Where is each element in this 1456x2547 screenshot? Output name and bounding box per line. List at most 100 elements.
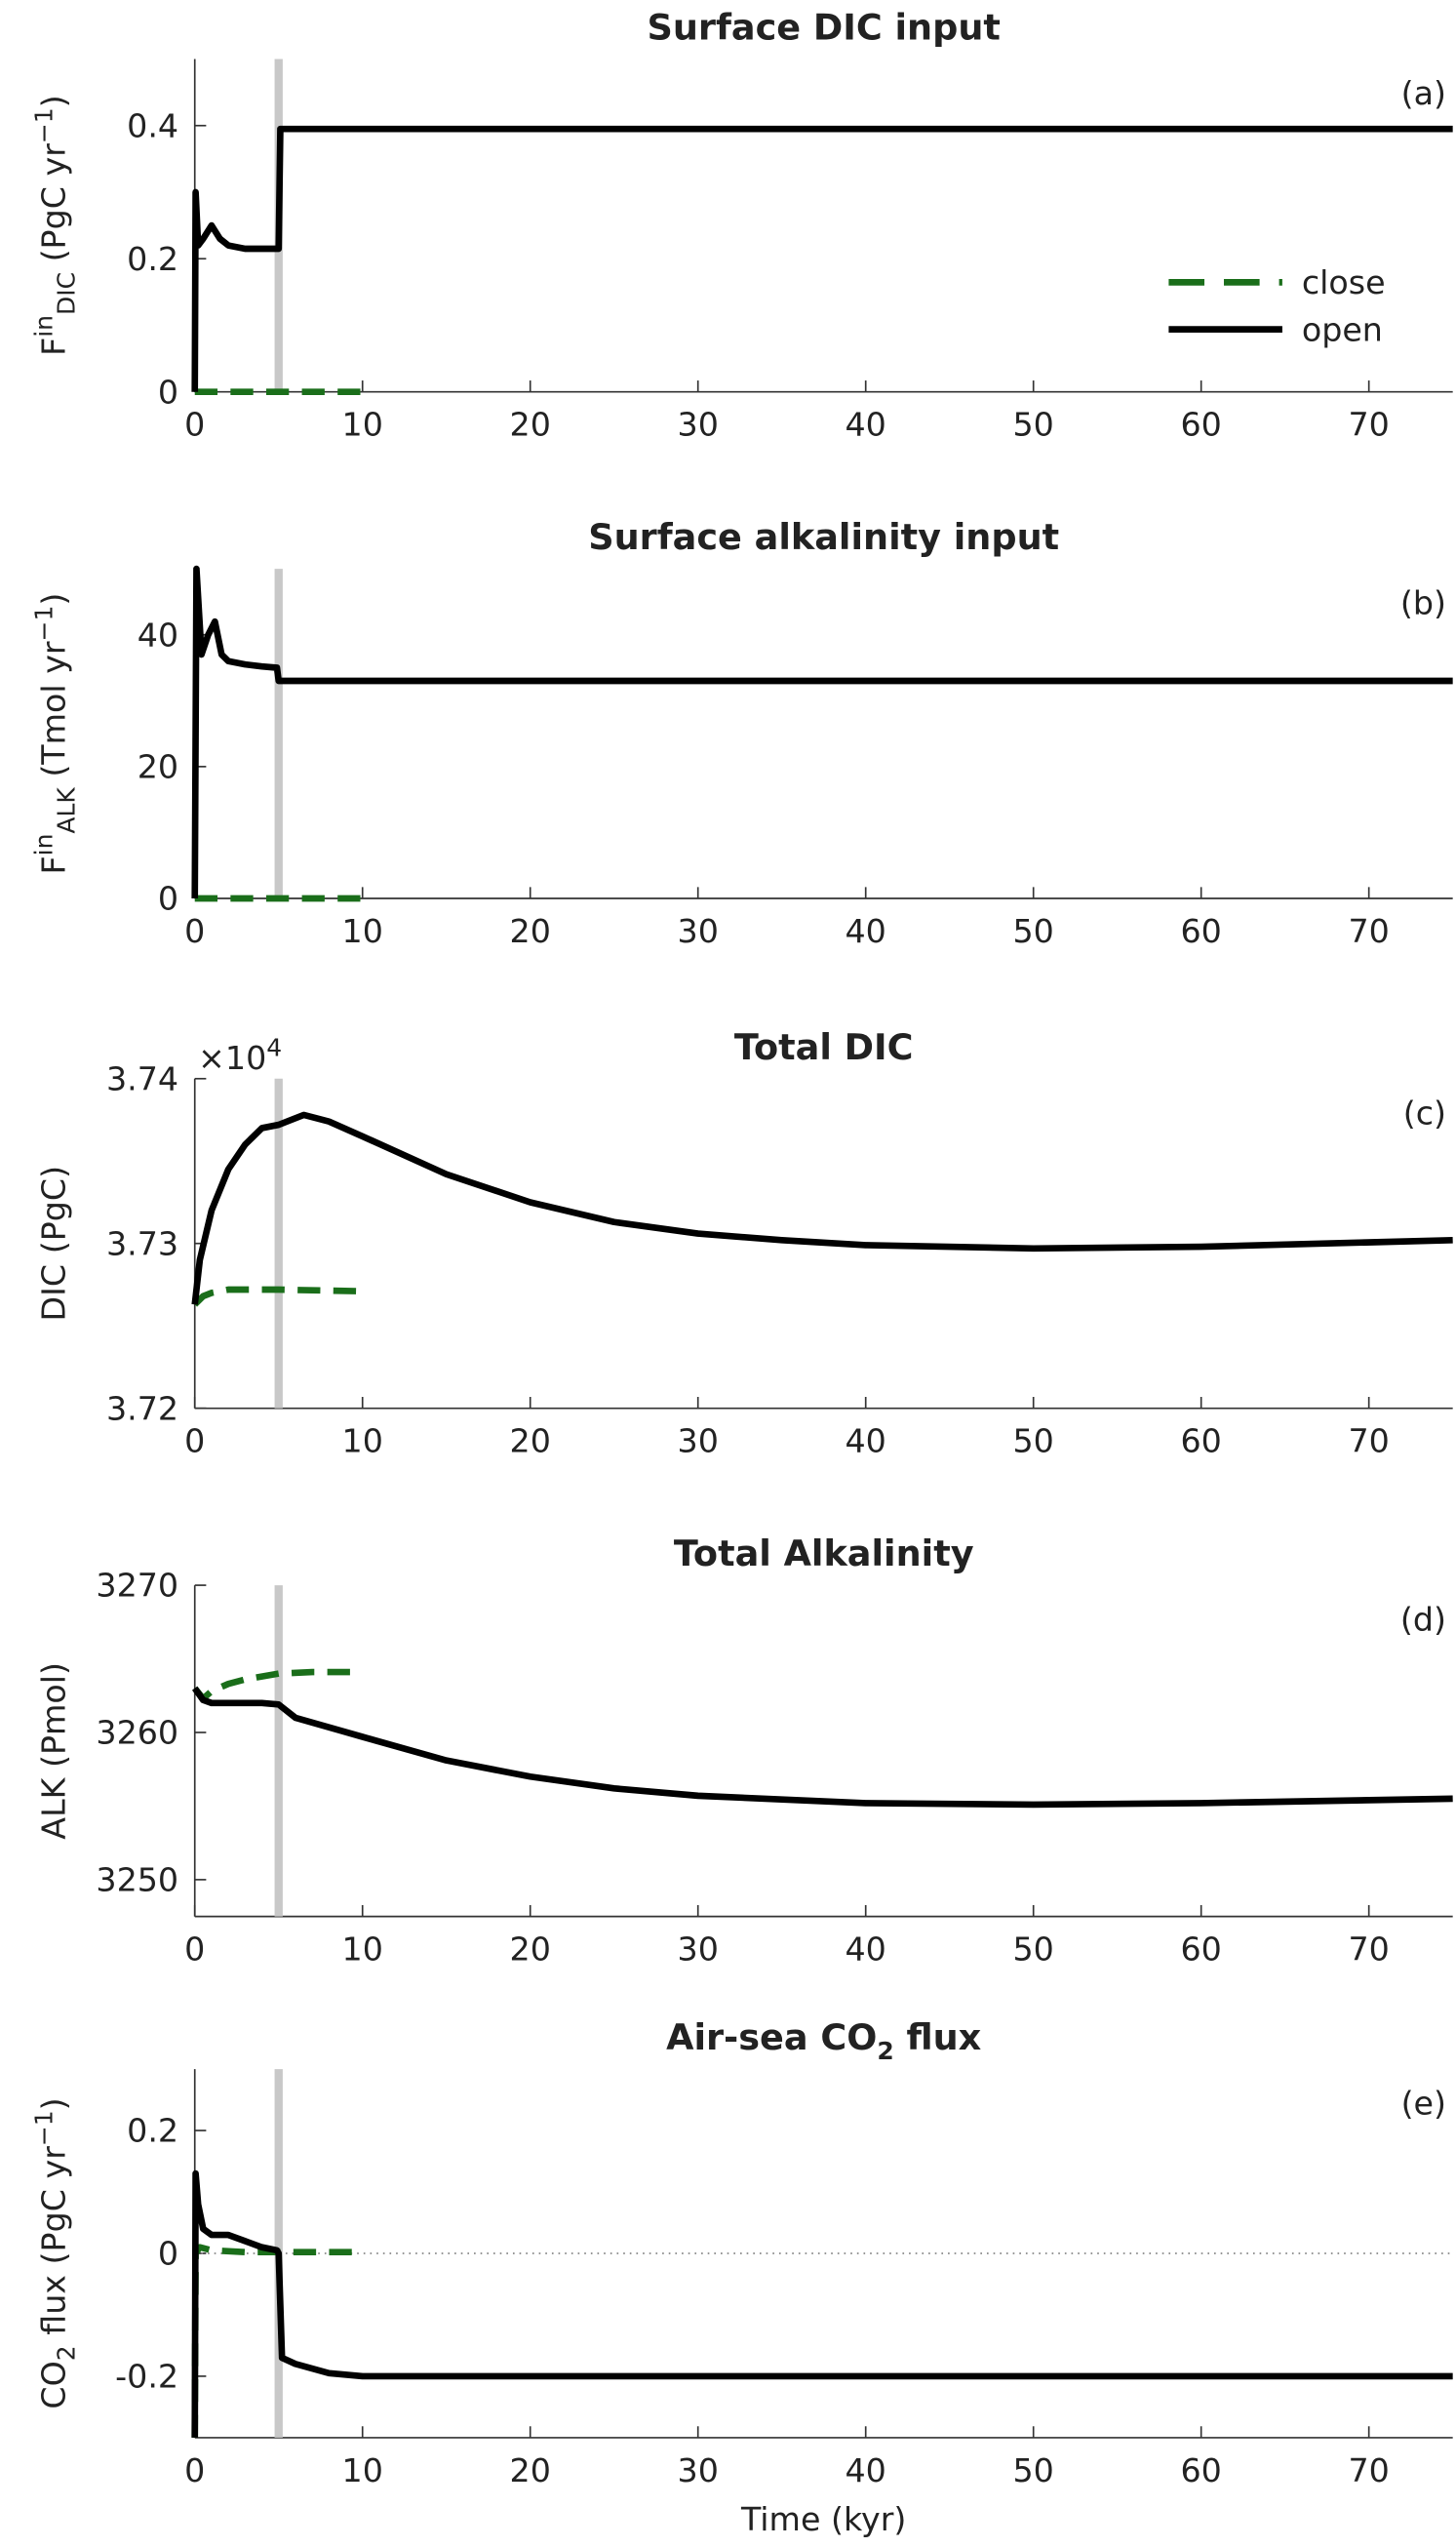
y-tick-label: 0 [158, 880, 178, 918]
series-line [191, 125, 1453, 392]
x-tick-label: 40 [846, 1930, 886, 1969]
x-tick-label: 10 [342, 1930, 383, 1969]
y-axis-label-part: flux (PgC yr [35, 2146, 73, 2346]
y-axis-label-part: −1 [29, 606, 58, 642]
y-axis-label-part: ) [35, 2097, 73, 2110]
x-tick-label: 40 [846, 406, 886, 444]
x-tick-label: 30 [678, 406, 719, 444]
panel: Total DIC DIC (PgC) (c) ×104 0 10 20 30 40 50 60 70… [35, 1026, 1453, 1460]
x-tick-label: 60 [1181, 406, 1222, 444]
x-tick-label: 0 [184, 2451, 205, 2489]
y-tick-label: -0.2 [115, 2358, 178, 2396]
x-tick-label: 60 [1181, 1930, 1222, 1969]
y-axis-label-part: ALK (Pmol) [35, 1662, 73, 1840]
x-axis-label: Time (kyr) [740, 2500, 906, 2538]
x-tick-label: 50 [1013, 2451, 1054, 2489]
x-tick-label: 70 [1349, 1930, 1390, 1969]
x-tick-label: 60 [1181, 912, 1222, 950]
x-tick-label: 40 [846, 1422, 886, 1460]
y-tick-label: 20 [138, 748, 178, 786]
x-tick-label: 20 [510, 1930, 551, 1969]
x-tick-label: 50 [1013, 1930, 1054, 1969]
chart-title-part: Total DIC [734, 1026, 914, 1068]
y-tick-label: 0 [158, 373, 178, 411]
y-axis-label-part: −1 [29, 107, 58, 143]
y-axis-label-part: DIC [53, 272, 81, 315]
y-tick-label: 3.74 [106, 1059, 178, 1097]
y-tick-label: 40 [138, 616, 178, 654]
legend-label: open [1302, 310, 1383, 348]
x-tick-label: 30 [678, 2451, 719, 2489]
x-tick-label: 0 [184, 912, 205, 950]
x-tick-label: 10 [342, 2451, 383, 2489]
y-tick-label: 3.72 [106, 1389, 178, 1427]
panel-label: (c) [1403, 1094, 1446, 1132]
y-axis-label-part: F [35, 856, 73, 874]
y-tick-label: 0.2 [127, 2112, 178, 2150]
y-axis-label: CO2 flux (PgC yr−1) [29, 2097, 80, 2408]
x-tick-label: 30 [678, 1930, 719, 1969]
y-axis-label-part: DIC (PgC) [35, 1166, 73, 1322]
x-tick-label: 70 [1349, 1422, 1390, 1460]
y-axis-label-part: in [29, 834, 58, 856]
y-axis-label: FinDIC (PgC yr−1) [29, 95, 80, 356]
x-tick-label: 30 [678, 1422, 719, 1460]
x-tick-label: 60 [1181, 2451, 1222, 2489]
series-line [191, 1111, 1453, 1305]
y-axis-label-part: ) [35, 593, 73, 606]
x-tick-label: 40 [846, 2451, 886, 2489]
y-axis-label-part: ) [35, 95, 73, 107]
x-tick-label: 50 [1013, 912, 1054, 950]
y-axis-label-part: (PgC yr [35, 143, 73, 272]
x-tick-label: 70 [1349, 912, 1390, 950]
x-tick-label: 70 [1349, 2451, 1390, 2489]
chart-title: Surface DIC input [647, 7, 1000, 49]
y-axis-label-part: CO [35, 2361, 73, 2408]
y-axis-label-part: in [29, 315, 58, 338]
x-tick-label: 0 [184, 1930, 205, 1969]
series-line [191, 2169, 1453, 2438]
x-tick-label: 60 [1181, 1422, 1222, 1460]
y-axis-label: DIC (PgC) [35, 1166, 73, 1322]
x-tick-label: 50 [1013, 1422, 1054, 1460]
chart-title-part: Surface alkalinity input [588, 516, 1059, 558]
chart-title: Total Alkalinity [674, 1532, 974, 1574]
x-tick-label: 20 [510, 1422, 551, 1460]
chart-title-part: Air-sea CO [666, 2016, 877, 2058]
panel: Surface alkalinity input FinALK (Tmol yr−… [29, 516, 1453, 950]
legend-label: close [1302, 263, 1386, 301]
y-axis-label-part: (Tmol yr [35, 641, 73, 787]
x-tick-label: 20 [510, 912, 551, 950]
y-axis-label-part: 2 [53, 2345, 81, 2361]
chart-title: Total DIC [734, 1026, 914, 1068]
y-tick-label: 3260 [96, 1714, 178, 1752]
series-line [191, 565, 1453, 899]
y-multiplier: ×104 [198, 1033, 282, 1076]
panel-label: (a) [1401, 74, 1446, 112]
y-tick-label: 0.4 [127, 106, 178, 144]
chart-title-part: flux [894, 2016, 982, 2058]
y-axis-label: FinALK (Tmol yr−1) [29, 593, 80, 875]
panel-label: (e) [1401, 2085, 1446, 2123]
chart-title: Surface alkalinity input [588, 516, 1059, 558]
y-axis-label-part: −1 [29, 2110, 58, 2146]
chart-title: Air-sea CO2 flux [666, 2016, 982, 2065]
series-line [192, 1686, 1453, 1809]
y-tick-label: 0.2 [127, 240, 178, 278]
panel-label: (b) [1400, 584, 1446, 622]
y-tick-label: 3270 [96, 1567, 178, 1605]
y-tick-label: 0 [158, 2235, 178, 2273]
panel: Surface DIC input FinDIC (PgC yr−1) (a) 0 10… [29, 7, 1453, 444]
panel: Total Alkalinity ALK (Pmol) (d) 0 10 20 30 40 50… [35, 1532, 1453, 1969]
y-tick-label: 3.73 [106, 1224, 178, 1262]
x-tick-label: 0 [184, 406, 205, 444]
y-multiplier-part: ×10 [198, 1039, 266, 1077]
x-tick-label: 20 [510, 2451, 551, 2489]
y-tick-label: 3250 [96, 1861, 178, 1899]
chart-title-part: 2 [877, 2037, 893, 2065]
series-line [192, 1286, 363, 1307]
chart-title-part: Total Alkalinity [674, 1532, 974, 1574]
x-tick-label: 10 [342, 1422, 383, 1460]
x-tick-label: 0 [184, 1422, 205, 1460]
